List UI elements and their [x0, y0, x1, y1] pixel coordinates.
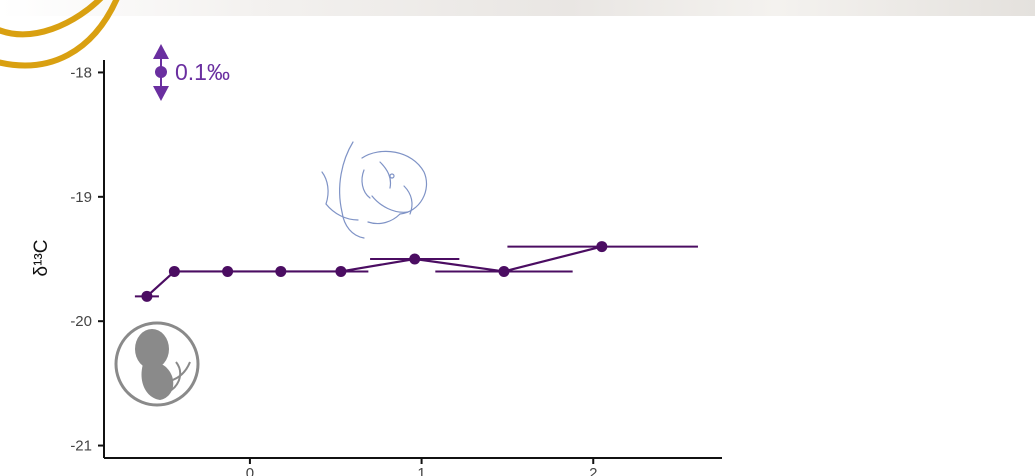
y-axis-ticks: -21 -20 -19 -18	[70, 64, 104, 455]
x-tick-label: 1	[417, 465, 425, 476]
data-point	[275, 265, 287, 277]
x-tick-label: 0	[246, 465, 254, 476]
series-layer	[134, 241, 698, 302]
x-axis-ticks: 0 1 2	[246, 458, 597, 476]
data-point	[168, 265, 180, 277]
y-axis-title: δ¹³C	[31, 240, 52, 277]
y-tick-label: -19	[70, 189, 92, 206]
y-tick-label: -20	[70, 313, 92, 330]
precision-indicator: 0.1‰	[153, 44, 230, 101]
x-tick-label: 2	[589, 465, 597, 476]
data-point	[222, 265, 234, 277]
series-line	[146, 245, 603, 298]
y-tick-label: -18	[70, 64, 92, 81]
y-tick-label: -21	[70, 438, 92, 455]
data-point	[596, 241, 608, 253]
data-point	[141, 290, 153, 302]
precision-label: 0.1‰	[175, 59, 230, 85]
double-arrow-precision-icon	[153, 44, 169, 101]
breastfeeding-infant-sketch-icon	[321, 141, 428, 239]
data-point	[498, 265, 510, 277]
data-point	[409, 253, 421, 265]
fetus-in-womb-icon	[114, 321, 200, 407]
gold-ring-icon	[0, 0, 120, 69]
background-photo-strip	[0, 0, 1035, 16]
data-point	[335, 265, 347, 277]
